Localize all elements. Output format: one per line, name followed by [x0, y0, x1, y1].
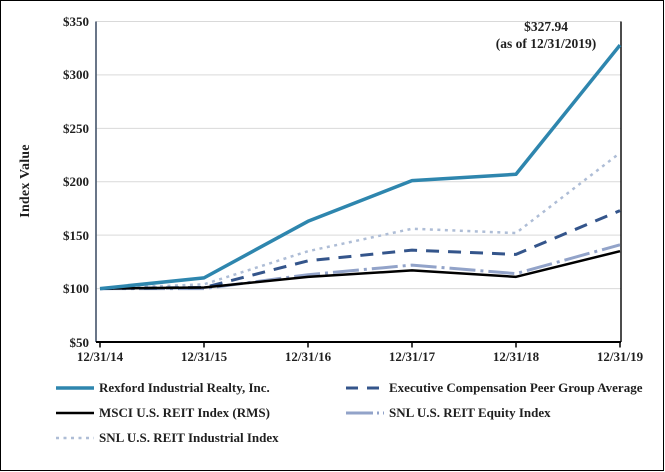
y-tick-label: $200 [63, 174, 89, 190]
y-tick-label: $150 [63, 227, 89, 243]
series-line-executive-compensation-peer-group-average [99, 209, 621, 291]
legend-label: SNL U.S. REIT Equity Index [389, 405, 551, 420]
legend-swatch [56, 436, 94, 440]
legend-swatch [346, 411, 384, 415]
series-line-rexford-industrial-realty-inc [99, 43, 622, 291]
legend-item: SNL U.S. REIT Equity Index [346, 402, 551, 424]
y-tick-label: $100 [63, 281, 89, 297]
legend-swatch [56, 411, 94, 415]
series-line-msci-u-s-reit-index-rms [99, 249, 621, 290]
x-tick-label: 12/31/15 [180, 349, 228, 364]
y-tick-label: $250 [63, 120, 89, 136]
y-tick-label: $300 [63, 67, 89, 83]
x-tick-label: 12/31/17 [388, 349, 436, 364]
y-tick-label: $350 [63, 14, 89, 29]
x-tick-label: 12/31/19 [596, 349, 644, 364]
legend-swatch [346, 386, 384, 390]
x-tick-label: 12/31/16 [284, 349, 332, 364]
annotation-date: (as of 12/31/2019) [495, 36, 597, 51]
legend-label: MSCI U.S. REIT Index (RMS) [99, 405, 270, 420]
legend-swatch [56, 386, 94, 390]
annotation-value: $327.94 [524, 19, 568, 34]
legend-item: Rexford Industrial Realty, Inc. [56, 377, 270, 399]
legend-label: Executive Compensation Peer Group Averag… [389, 380, 643, 395]
legend-item: SNL U.S. REIT Industrial Index [56, 427, 279, 449]
series-line-snl-u-s-reit-industrial-index [99, 151, 621, 290]
endpoint-annotation: $327.94 (as of 12/31/2019) [436, 18, 656, 52]
legend-item: MSCI U.S. REIT Index (RMS) [56, 402, 270, 424]
legend-label: Rexford Industrial Realty, Inc. [99, 380, 270, 395]
x-tick-label: 12/31/14 [76, 349, 124, 364]
x-tick-label: 12/31/18 [492, 349, 540, 364]
legend-item: Executive Compensation Peer Group Averag… [346, 377, 642, 399]
legend-label: SNL U.S. REIT Industrial Index [99, 430, 279, 445]
y-tick-label: $50 [69, 334, 90, 350]
